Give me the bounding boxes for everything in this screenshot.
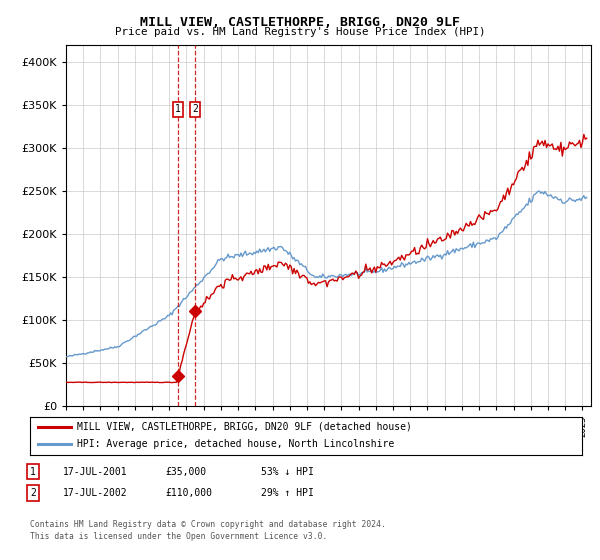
Text: HPI: Average price, detached house, North Lincolnshire: HPI: Average price, detached house, Nort… <box>77 440 394 450</box>
Text: MILL VIEW, CASTLETHORPE, BRIGG, DN20 9LF (detached house): MILL VIEW, CASTLETHORPE, BRIGG, DN20 9LF… <box>77 422 412 432</box>
Text: MILL VIEW, CASTLETHORPE, BRIGG, DN20 9LF: MILL VIEW, CASTLETHORPE, BRIGG, DN20 9LF <box>140 16 460 29</box>
Text: 2: 2 <box>192 104 198 114</box>
Text: Price paid vs. HM Land Registry's House Price Index (HPI): Price paid vs. HM Land Registry's House … <box>115 27 485 37</box>
Text: 2: 2 <box>30 488 36 498</box>
Text: 1: 1 <box>30 466 36 477</box>
Text: 29% ↑ HPI: 29% ↑ HPI <box>261 488 314 498</box>
Text: 53% ↓ HPI: 53% ↓ HPI <box>261 466 314 477</box>
Text: Contains HM Land Registry data © Crown copyright and database right 2024.: Contains HM Land Registry data © Crown c… <box>30 520 386 529</box>
Text: 17-JUL-2002: 17-JUL-2002 <box>63 488 128 498</box>
Text: 17-JUL-2001: 17-JUL-2001 <box>63 466 128 477</box>
Text: £110,000: £110,000 <box>165 488 212 498</box>
Text: £35,000: £35,000 <box>165 466 206 477</box>
Text: This data is licensed under the Open Government Licence v3.0.: This data is licensed under the Open Gov… <box>30 532 328 541</box>
Text: 1: 1 <box>175 104 181 114</box>
